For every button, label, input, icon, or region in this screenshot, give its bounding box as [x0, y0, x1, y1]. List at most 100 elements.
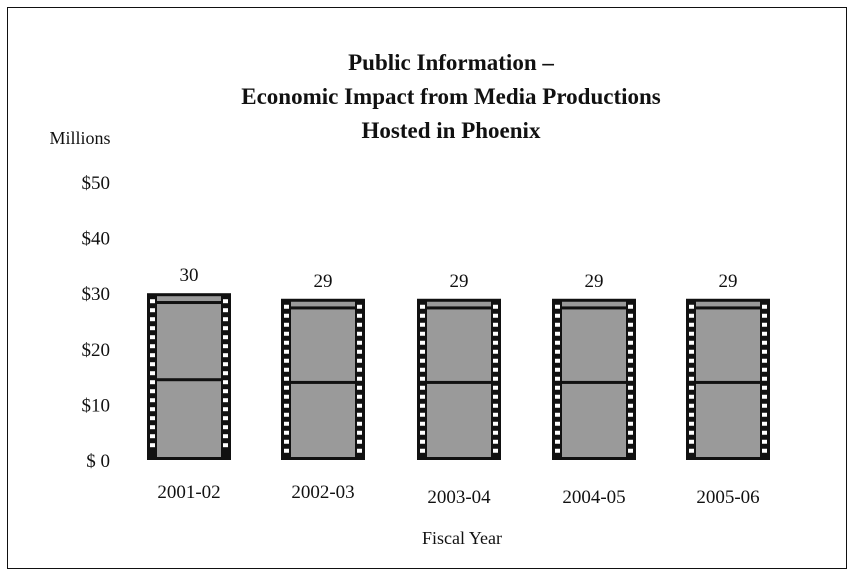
sprocket-hole [150, 335, 155, 340]
bar-fill [157, 296, 221, 457]
sprocket-hole [628, 331, 633, 336]
sprocket-hole [150, 380, 155, 385]
sprocket-hole [555, 358, 560, 363]
sprocket-hole [357, 367, 362, 372]
sprocket-hole [689, 322, 694, 327]
y-tick-label: $40 [82, 229, 111, 250]
x-tick-label: 2001-02 [157, 482, 220, 503]
sprocket-hole [284, 358, 289, 363]
sprocket-hole [493, 403, 498, 408]
sprocket-hole [223, 353, 228, 358]
film-frame-divider [427, 306, 491, 310]
sprocket-hole [689, 367, 694, 372]
sprocket-hole [493, 313, 498, 318]
sprocket-hole [555, 322, 560, 327]
sprocket-hole [493, 439, 498, 444]
sprocket-hole [357, 376, 362, 381]
sprocket-hole [762, 403, 767, 408]
sprocket-hole [420, 448, 425, 453]
sprocket-hole [284, 322, 289, 327]
sprocket-hole [689, 313, 694, 318]
sprocket-hole [357, 439, 362, 444]
sprocket-hole [762, 358, 767, 363]
sprocket-hole [150, 389, 155, 394]
sprocket-hole [493, 340, 498, 345]
sprocket-hole [555, 421, 560, 426]
x-axis-ticks: 2001-02 2002-03 2003-04 2004-05 2005-06 [157, 482, 759, 508]
sprocket-hole [284, 412, 289, 417]
sprocket-hole [420, 304, 425, 309]
sprocket-hole [223, 308, 228, 313]
sprocket-hole [762, 439, 767, 444]
bar-fill [562, 301, 626, 457]
bar: 29 [686, 271, 770, 460]
sprocket-hole [628, 358, 633, 363]
sprocket-hole [223, 371, 228, 376]
sprocket-hole [493, 358, 498, 363]
sprocket-hole [223, 362, 228, 367]
sprocket-hole [420, 430, 425, 435]
sprocket-hole [493, 376, 498, 381]
sprocket-hole [150, 407, 155, 412]
sprocket-hole [762, 430, 767, 435]
film-frame-divider [157, 378, 221, 382]
sprocket-hole [420, 313, 425, 318]
sprocket-hole [284, 331, 289, 336]
sprocket-hole [223, 389, 228, 394]
chart-title-line-2: Economic Impact from Media Productions [241, 84, 661, 109]
bar: 29 [417, 271, 501, 460]
chart-title-line-1: Public Information – [348, 50, 554, 75]
sprocket-hole [628, 421, 633, 426]
sprocket-hole [762, 340, 767, 345]
sprocket-hole [555, 439, 560, 444]
sprocket-hole [689, 385, 694, 390]
sprocket-hole [284, 340, 289, 345]
film-frame-divider [291, 380, 355, 384]
bar-chart: Public Information – Economic Impact fro… [49, 50, 770, 548]
sprocket-hole [493, 394, 498, 399]
sprocket-hole [357, 340, 362, 345]
sprocket-hole [284, 394, 289, 399]
sprocket-hole [150, 434, 155, 439]
film-frame-divider [157, 301, 221, 305]
sprocket-hole [493, 349, 498, 354]
sprocket-hole [628, 376, 633, 381]
sprocket-hole [284, 376, 289, 381]
bar-value-label: 29 [719, 271, 738, 292]
sprocket-hole [420, 349, 425, 354]
sprocket-hole [284, 304, 289, 309]
sprocket-hole [420, 358, 425, 363]
x-tick-label: 2005-06 [696, 487, 759, 508]
sprocket-hole [284, 439, 289, 444]
sprocket-hole [689, 430, 694, 435]
sprocket-hole [762, 367, 767, 372]
sprocket-hole [150, 299, 155, 304]
sprocket-hole [555, 331, 560, 336]
sprocket-hole [762, 448, 767, 453]
sprocket-hole [357, 430, 362, 435]
sprocket-hole [420, 439, 425, 444]
sprocket-hole [420, 367, 425, 372]
sprocket-hole [628, 385, 633, 390]
sprocket-hole [762, 385, 767, 390]
sprocket-hole [223, 335, 228, 340]
sprocket-hole [689, 421, 694, 426]
sprocket-hole [284, 313, 289, 318]
film-frame-divider [427, 380, 491, 384]
sprocket-hole [284, 430, 289, 435]
sprocket-hole [628, 313, 633, 318]
sprocket-hole [628, 439, 633, 444]
sprocket-hole [689, 394, 694, 399]
sprocket-hole [150, 371, 155, 376]
y-tick-label: $50 [82, 173, 111, 194]
sprocket-hole [689, 331, 694, 336]
sprocket-hole [150, 317, 155, 322]
sprocket-hole [555, 394, 560, 399]
y-tick-label: $30 [82, 284, 111, 305]
film-frame-divider [696, 380, 760, 384]
sprocket-hole [689, 448, 694, 453]
sprocket-hole [493, 304, 498, 309]
sprocket-hole [689, 403, 694, 408]
sprocket-hole [555, 448, 560, 453]
sprocket-hole [555, 367, 560, 372]
